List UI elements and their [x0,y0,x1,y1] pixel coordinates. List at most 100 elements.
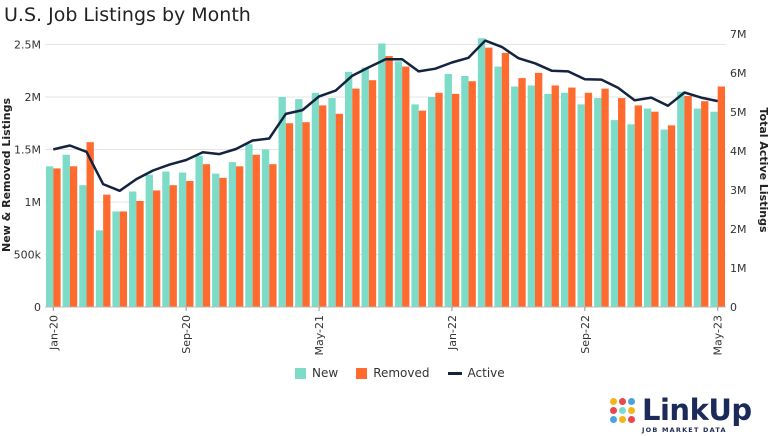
bar-new [162,171,170,307]
bar-removed [69,166,78,307]
bar-new [311,92,320,307]
x-tick-label: Jan-22 [446,315,459,351]
bar-removed [119,211,128,307]
bar-removed [136,200,144,307]
bar-removed [219,177,227,307]
x-tick-label: May-21 [313,315,326,356]
bar-removed [717,86,726,307]
bar-new [643,108,652,307]
legend-swatch-active [447,371,462,375]
bar-new [245,144,253,307]
y-right-tick-label: 3M [730,184,747,197]
logo-tagline: JOB MARKET DATA [642,426,727,434]
bar-new [594,98,602,307]
bar-new [511,86,519,307]
bar-new [261,149,270,307]
legend-item-new[interactable]: New [295,366,338,380]
legend-swatch-new [295,367,306,379]
bar-new [378,43,386,307]
legend-item-active[interactable]: Active [447,366,505,380]
bar-removed [518,78,526,307]
bar-removed [667,125,676,307]
bar-removed [285,123,294,307]
active-series-line [53,39,718,193]
bar-removed [202,164,211,307]
bar-removed [618,98,626,307]
legend-label-active: Active [467,366,505,380]
y-left-tick-label: 2.5M [14,39,41,52]
bar-new [627,124,635,307]
bar-removed [418,110,427,308]
bar-removed [252,154,260,307]
y-right-tick-label: 0 [730,301,737,314]
chart-title: U.S. Job Listings by Month [4,4,251,26]
legend-label-new: New [312,366,339,380]
bar-removed [468,81,476,307]
bar-new [693,108,702,307]
bar-removed [385,56,393,307]
bar-removed [451,93,460,307]
y-axis-left-label: New & Removed Listings [0,98,13,252]
bar-new [278,97,286,307]
bar-removed [634,105,642,308]
bar-new [112,211,120,307]
bar-new [95,230,104,307]
y-right-tick-label: 6M [730,67,747,80]
bar-new [361,67,369,307]
bar-removed [485,47,493,308]
bar-new [477,38,486,307]
y-left-tick-label: 1M [25,196,42,209]
bar-new [411,104,419,307]
bar-new [295,99,303,307]
bar-removed [435,92,443,307]
bar-new [660,129,668,307]
bar-removed [368,80,377,307]
bar-new [62,154,70,307]
bar-new [212,173,220,307]
bar-removed [86,142,94,307]
bar-removed [501,52,510,308]
axes: 0 500k 1M 1.5M 2M 2.5M 0 1M 2M 3M 4M 5M 6M 7M Jan-20 Se… [14,28,747,356]
bar-removed [335,113,343,307]
bar-new [610,120,619,307]
bar-new [145,174,153,307]
bar-removed [601,88,609,307]
y-left-tick-label: 2M [25,91,42,104]
bar-new [195,155,203,307]
bar-new [428,97,436,307]
bar-new [577,104,585,307]
bar-removed [651,111,659,307]
bar-removed [352,88,360,307]
linkup-logo: LinkUp JOB MARKET DATA [610,395,752,434]
bar-new [710,111,718,307]
x-tick-label: Sep-22 [579,315,592,354]
y-left-tick-label: 1.5M [14,144,41,157]
bar-removed [53,168,61,307]
x-tick-label: Sep-20 [180,315,193,354]
bar-removed [186,181,194,307]
bar-new [79,185,87,307]
bar-new [394,61,403,307]
bar-new [129,191,137,307]
bar-removed [236,166,244,307]
bar-new [461,76,469,307]
logo-wordmark: LinkUp [642,393,752,427]
bar-removed [319,105,327,308]
y-right-tick-label: 2M [730,223,747,236]
y-axis-right-label: Total Active Listings [757,107,768,232]
bar-new [344,71,353,307]
y-left-tick-label: 500k [14,249,42,262]
bar-removed [701,101,709,307]
bar-removed [568,87,576,307]
bar-new [45,166,54,307]
bar-new [560,92,569,307]
legend-label-removed: Removed [373,366,430,380]
bar-new [228,162,237,307]
bar-removed [103,194,111,307]
legend-item-removed[interactable]: Removed [356,366,430,380]
bar-new [494,66,502,307]
bar-new [677,91,685,307]
x-tick-label: Jan-20 [47,315,60,351]
bar-new [178,172,187,307]
bar-new [544,93,552,307]
